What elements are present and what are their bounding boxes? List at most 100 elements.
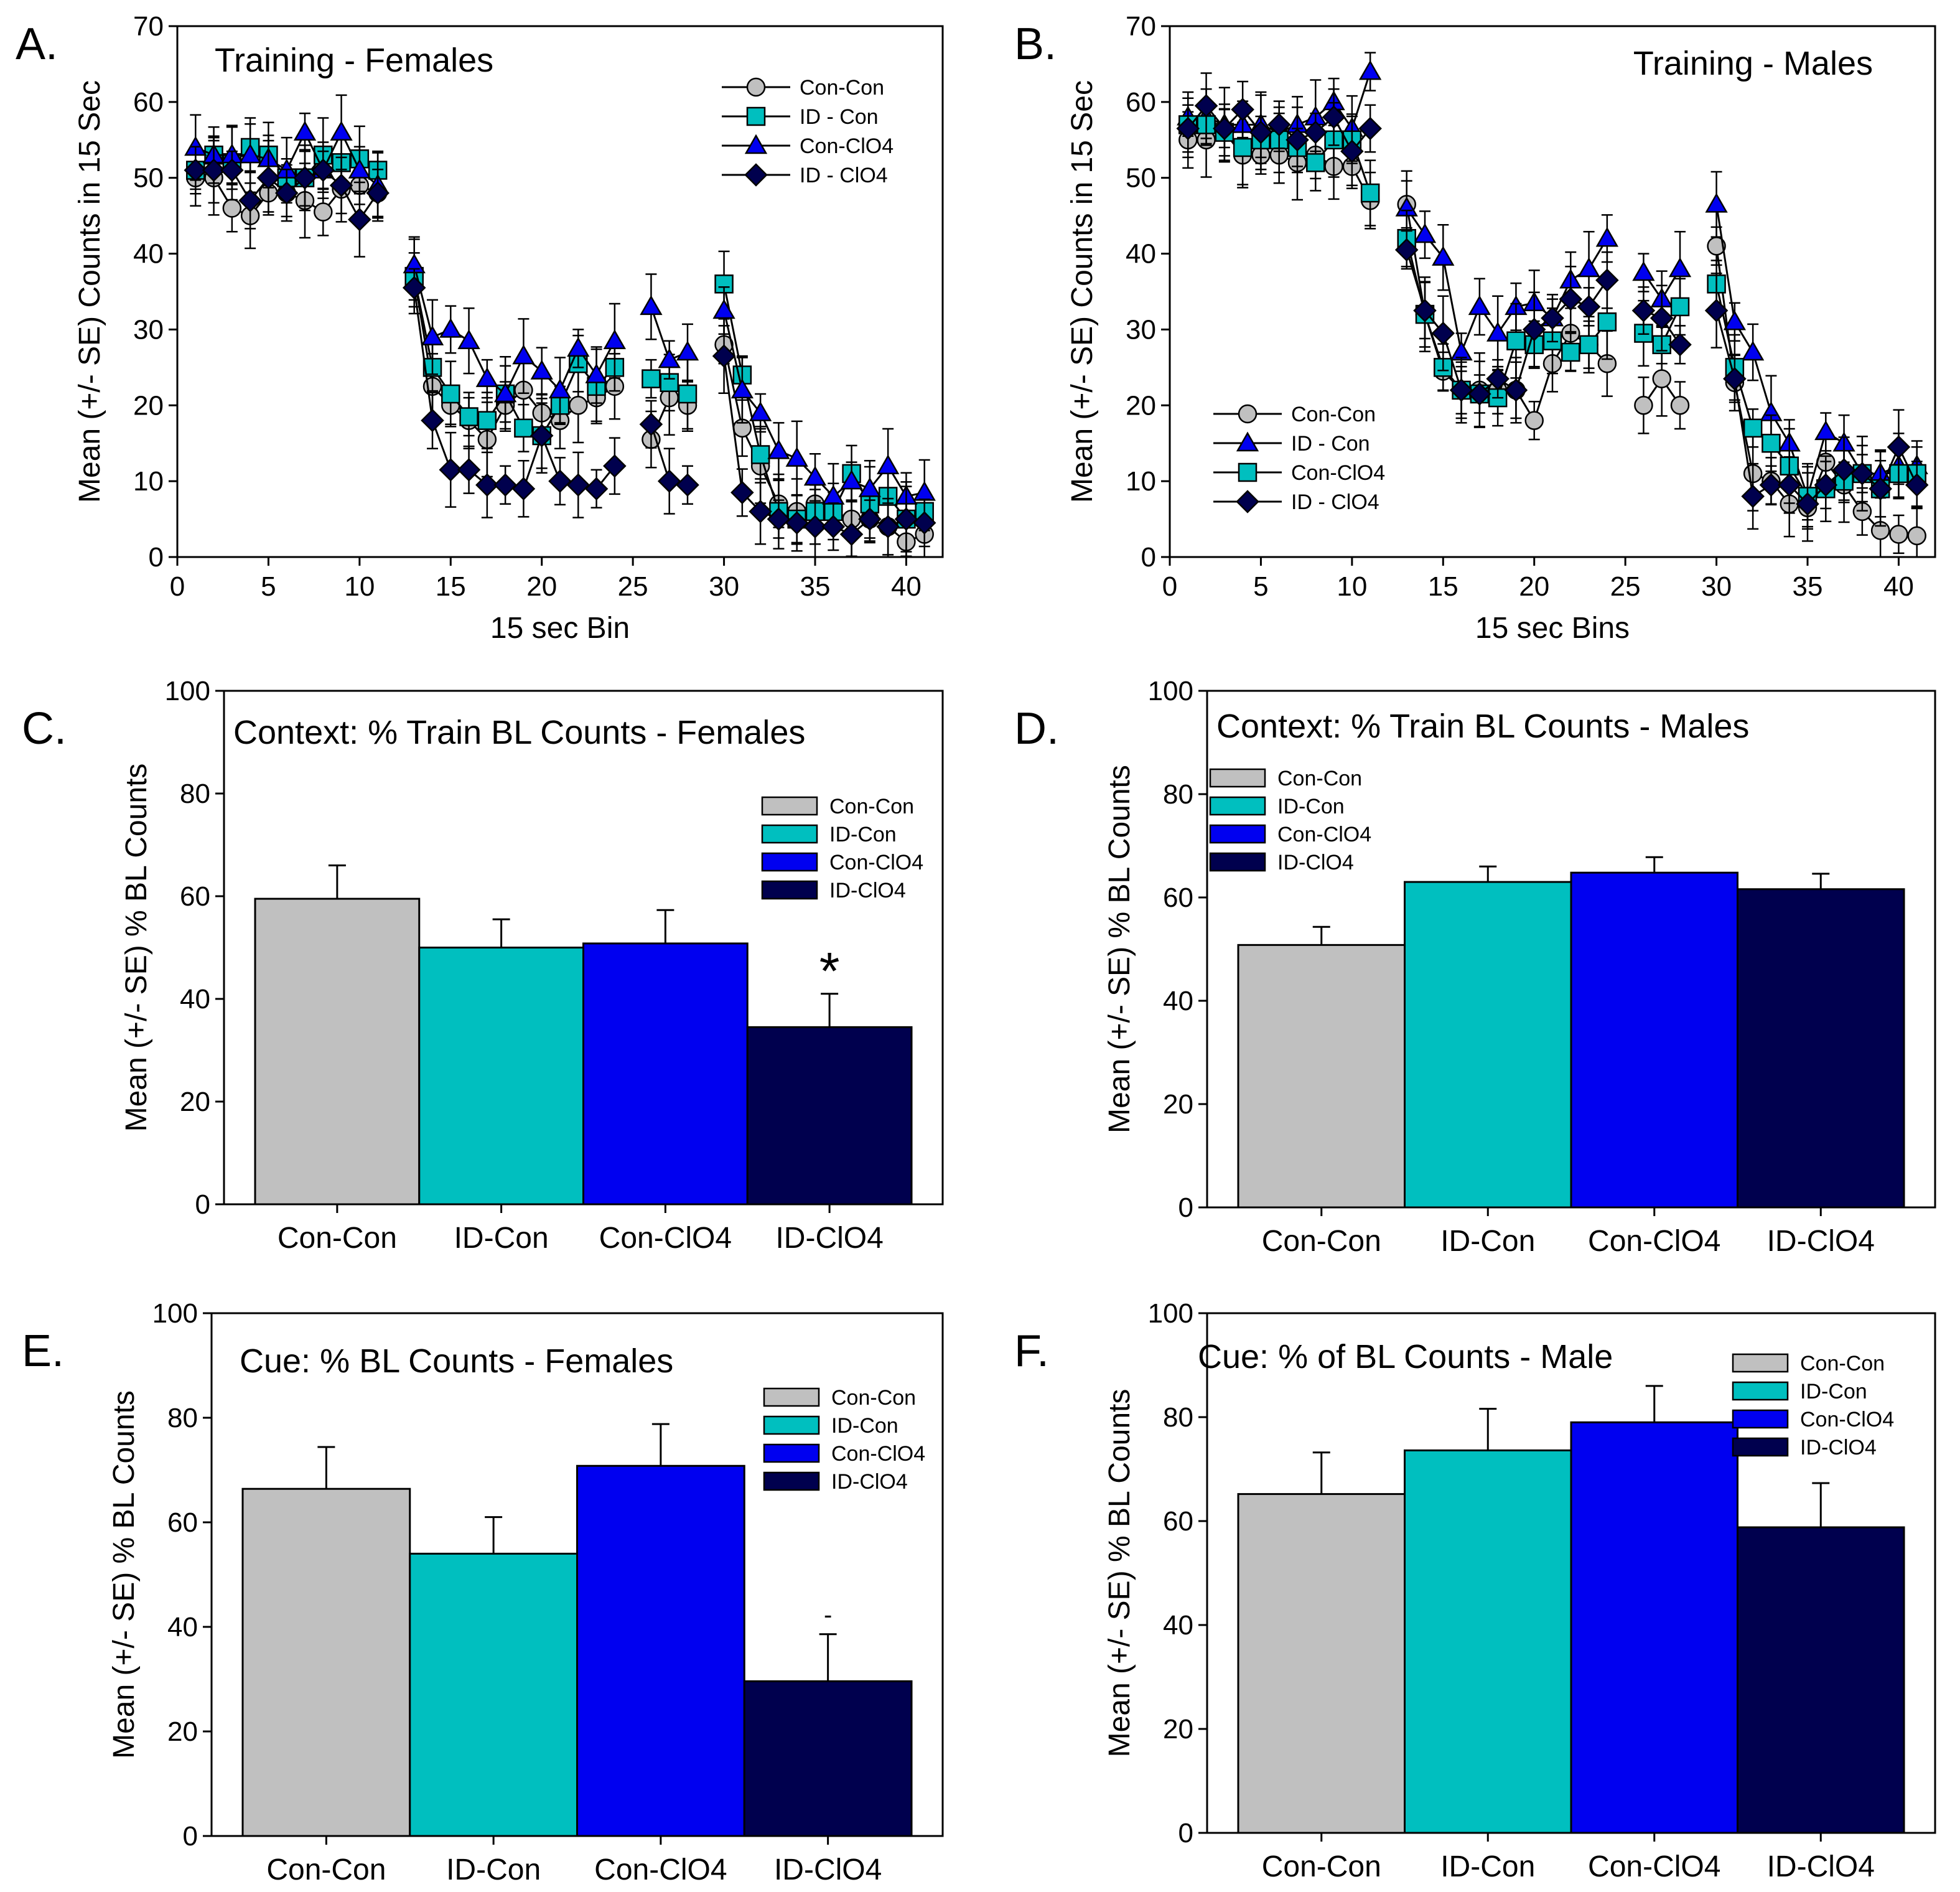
data-point (1814, 420, 1837, 441)
data-point (1194, 94, 1218, 118)
data-point (1670, 297, 1690, 317)
panel-label: A. (16, 19, 58, 69)
series-id-con (1177, 52, 1928, 530)
data-point (457, 458, 481, 482)
data-point (1905, 473, 1929, 497)
data-point (1286, 128, 1309, 152)
data-point (803, 466, 827, 486)
data-point (220, 158, 244, 182)
data-point (1668, 257, 1692, 278)
data-point (238, 189, 262, 213)
data-point (402, 276, 426, 300)
data-point (1759, 473, 1783, 497)
x-tick-label: ID-Con (1440, 1225, 1535, 1258)
data-point (876, 515, 900, 539)
y-axis-label: Mean (+/- SE) % BL Counts (1103, 1389, 1136, 1758)
data-point (569, 396, 588, 415)
data-point (1850, 462, 1874, 485)
data-point (493, 473, 517, 497)
panel-e: E. Cue: % BL Counts - Females Mean (+/- SE… (22, 1298, 944, 1886)
y-tick-label: 20 (133, 390, 164, 421)
data-point (421, 408, 444, 433)
data-point (839, 522, 864, 546)
y-tick-label: 10 (1126, 466, 1156, 497)
x-tick-label: 20 (526, 571, 557, 602)
data-point (421, 325, 444, 345)
legend-label: Con-ClO4 (831, 1442, 925, 1466)
x-tick-label: ID-ClO4 (1767, 1850, 1875, 1883)
data-point (441, 384, 460, 404)
legend-marker (746, 77, 766, 97)
x-tick-label: Con-Con (266, 1853, 386, 1886)
x-tick-label: ID-ClO4 (1767, 1225, 1875, 1258)
x-tick-label: ID-Con (454, 1222, 549, 1255)
data-point (511, 477, 536, 501)
data-point (1176, 116, 1200, 141)
data-point (1723, 310, 1747, 330)
data-point (1814, 473, 1838, 497)
y-tick-label: 40 (1126, 239, 1156, 269)
data-point (714, 274, 734, 294)
data-point (1741, 340, 1765, 361)
data-point (676, 340, 699, 361)
legend-label: ID-Con (1800, 1380, 1867, 1403)
x-tick-label: Con-Con (278, 1222, 397, 1255)
data-point (1670, 396, 1690, 415)
data-point (785, 511, 809, 535)
significance-marker: - (824, 1601, 832, 1629)
data-point (1723, 367, 1747, 391)
data-point (329, 174, 353, 197)
data-point (1650, 306, 1674, 330)
data-point (274, 181, 299, 205)
y-tick-label: 80 (1163, 1402, 1193, 1433)
data-point (293, 166, 317, 190)
data-point (585, 363, 608, 383)
y-axis-label: Mean (+/- SE) % BL Counts (108, 1390, 141, 1759)
data-point (749, 500, 772, 523)
legend-swatch (761, 852, 818, 872)
data-point (1431, 321, 1455, 345)
legend-label: ID-ClO4 (831, 1470, 908, 1494)
panel-c: C. Context: % Train BL Counts - Females Me… (22, 676, 944, 1255)
data-point (512, 344, 535, 365)
y-tick-label: 0 (183, 1821, 198, 1852)
x-tick-label: ID-Con (1440, 1850, 1535, 1883)
legend-label: Con-ClO4 (800, 134, 894, 158)
data-point (457, 329, 480, 349)
significance-marker: * (819, 942, 840, 1000)
y-tick-label: 0 (1178, 1192, 1193, 1223)
x-tick-label: 0 (1162, 571, 1177, 602)
y-axis-label: Mean (+/- SE) % BL Counts (1103, 765, 1136, 1133)
legend-swatch (1732, 1353, 1789, 1373)
data-point (314, 202, 333, 222)
y-tick-label: 100 (1148, 676, 1193, 706)
data-point (1796, 492, 1819, 516)
y-tick-label: 0 (149, 542, 164, 573)
chart-title: Context: % Train BL Counts - Females (233, 714, 805, 751)
x-tick-label: Con-Con (1262, 1850, 1381, 1883)
y-tick-label: 60 (1163, 1506, 1193, 1537)
data-point (1449, 378, 1473, 402)
data-point (876, 454, 900, 475)
data-point (548, 378, 572, 399)
series-id-clo4 (184, 136, 936, 557)
legend-swatch (763, 1387, 820, 1407)
data-point (1632, 261, 1655, 281)
data-point (1704, 299, 1729, 322)
data-point (730, 480, 754, 505)
bar (746, 1026, 913, 1206)
data-point (1304, 120, 1328, 144)
data-point (459, 407, 478, 426)
y-tick-label: 60 (180, 881, 210, 912)
y-tick-label: 30 (1126, 314, 1156, 345)
bar (1237, 1493, 1406, 1834)
data-point (913, 480, 936, 501)
y-tick-label: 0 (1141, 542, 1156, 573)
data-point (1577, 295, 1601, 319)
legend-label: ID-ClO4 (1277, 851, 1354, 874)
data-point (767, 507, 791, 531)
legend-label: Con-ClO4 (1277, 823, 1371, 846)
legend-label: ID-Con (1277, 795, 1345, 818)
data-point (1506, 331, 1526, 350)
